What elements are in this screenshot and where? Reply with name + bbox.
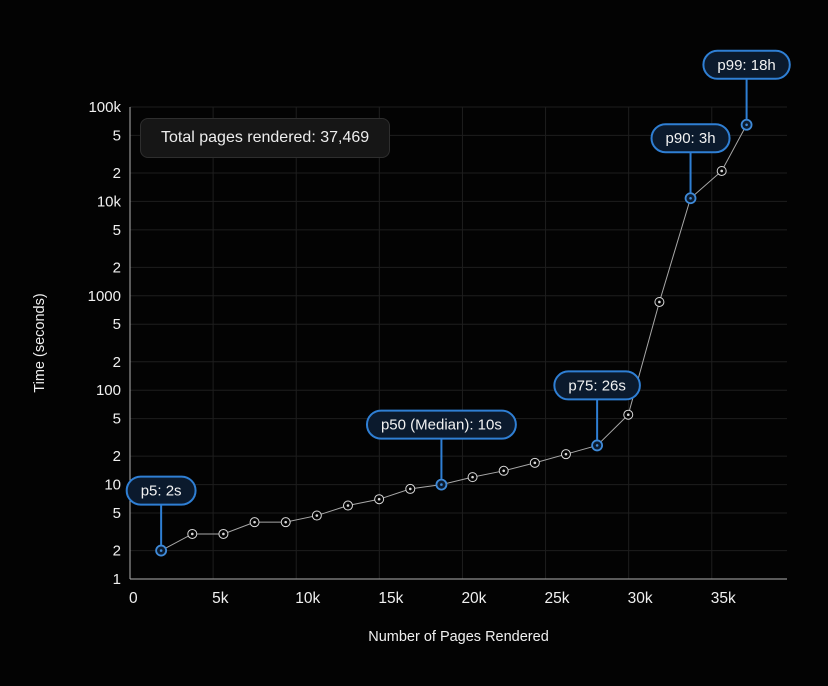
data-point-p75[interactable] [591, 439, 604, 452]
marker-dot [315, 514, 319, 517]
data-point-p35[interactable] [342, 500, 353, 511]
marker-dot [159, 549, 163, 552]
annotation-p50: p50 (Median): 10s [365, 409, 517, 480]
annotation-pill [553, 370, 641, 401]
y-tick-label: 5 [113, 127, 121, 144]
y-tick-label: 100k [88, 99, 121, 116]
y-tick-label: 2 [113, 448, 121, 465]
data-point-p10[interactable] [187, 528, 198, 539]
x-tick-label: 25k [545, 590, 570, 607]
y-tick-label: 2 [113, 259, 121, 276]
marker-dot [253, 520, 256, 524]
data-point-p40[interactable] [374, 494, 385, 505]
y-tick-label: 2 [113, 165, 121, 182]
data-point-p95[interactable] [716, 165, 727, 176]
y-tick-label: 5 [113, 505, 121, 522]
data-point-p99[interactable] [740, 118, 753, 131]
y-tick-label: 5 [113, 411, 121, 428]
axes [129, 107, 787, 580]
data-point-p45[interactable] [405, 483, 416, 494]
y-tick-label: 100 [96, 382, 121, 399]
data-point-p15[interactable] [218, 528, 229, 539]
marker-dot [658, 300, 661, 304]
data-point-p65[interactable] [529, 457, 540, 468]
data-point-p5[interactable] [155, 544, 168, 557]
x-tick-label: 15k [378, 590, 403, 607]
data-point-p30[interactable] [311, 510, 322, 521]
x-tick-label: 30k [628, 590, 653, 607]
marker-dot [689, 196, 692, 200]
x-tick-label: 0 [129, 590, 138, 607]
data-point-p60[interactable] [498, 465, 509, 476]
annotation-label: p5: 2s [141, 483, 182, 500]
data-point-p25[interactable] [280, 517, 291, 528]
x-tick-label: 5k [212, 590, 229, 607]
marker-dot [533, 461, 537, 465]
marker-dot [190, 532, 194, 536]
marker-dot [595, 444, 599, 447]
marker-dot [564, 452, 568, 456]
data-point-p50[interactable] [435, 478, 448, 491]
y-tick-label: 10 [104, 477, 121, 494]
annotation-p5: p5: 2s [125, 475, 197, 546]
annotation-p90: p90: 3h [650, 123, 731, 193]
marker-dot [502, 469, 506, 473]
y-tick-label: 10k [97, 193, 122, 210]
x-tick-label: 35k [711, 590, 736, 607]
annotation-label: p99: 18h [717, 57, 775, 74]
annotation-pill [702, 49, 791, 80]
gridlines [130, 106, 787, 579]
y-tick-label: 5 [113, 316, 121, 333]
marker-dot [720, 169, 723, 173]
y-tick-label: 2 [113, 543, 121, 560]
annotation-p75: p75: 26s [553, 370, 641, 440]
annotation-pill [650, 123, 731, 154]
annotation-p99: p99: 18h [702, 49, 791, 120]
data-point-p20[interactable] [249, 517, 260, 528]
total-pages-text: Total pages rendered: 37,469 [161, 129, 370, 146]
tick-labels: 0 5k 10k 15k 20k 25k 30k 35k 1 2 5 10 2 5 100 2 5 1000 2 5 1… [88, 99, 736, 607]
marker-dot [440, 483, 443, 486]
data-point-p85[interactable] [654, 296, 665, 307]
marker-dot [346, 504, 350, 507]
total-pages-info-box: Total pages rendered: 37,469 [140, 118, 391, 158]
y-tick-label: 5 [113, 222, 121, 239]
marker-dot [626, 413, 630, 417]
y-tick-label: 1000 [88, 288, 121, 305]
annotation-label: p50 (Median): 10s [381, 417, 502, 434]
x-axis-title: Number of Pages Rendered [368, 629, 549, 645]
marker-dot [471, 475, 474, 479]
data-point-p55[interactable] [467, 472, 478, 483]
series-line [160, 124, 748, 552]
x-tick-label: 10k [295, 590, 320, 607]
annotation-label: p90: 3h [666, 130, 716, 147]
marker-dot [222, 532, 225, 536]
data-point-p70[interactable] [560, 449, 571, 460]
data-point-p80[interactable] [623, 409, 634, 420]
data-point-p90[interactable] [684, 192, 697, 205]
annotation-pill [125, 475, 197, 506]
marker-dot [745, 123, 748, 127]
annotation-label: p75: 26s [568, 377, 626, 394]
y-tick-label: 1 [113, 571, 121, 588]
annotation-pill [365, 409, 517, 440]
data-points [155, 118, 753, 557]
marker-dot [408, 487, 412, 491]
x-tick-label: 20k [461, 590, 486, 607]
marker-dot [377, 497, 381, 501]
y-tick-label: 2 [113, 354, 121, 371]
y-axis-title: Time (seconds) [32, 293, 48, 392]
marker-dot [284, 520, 288, 524]
